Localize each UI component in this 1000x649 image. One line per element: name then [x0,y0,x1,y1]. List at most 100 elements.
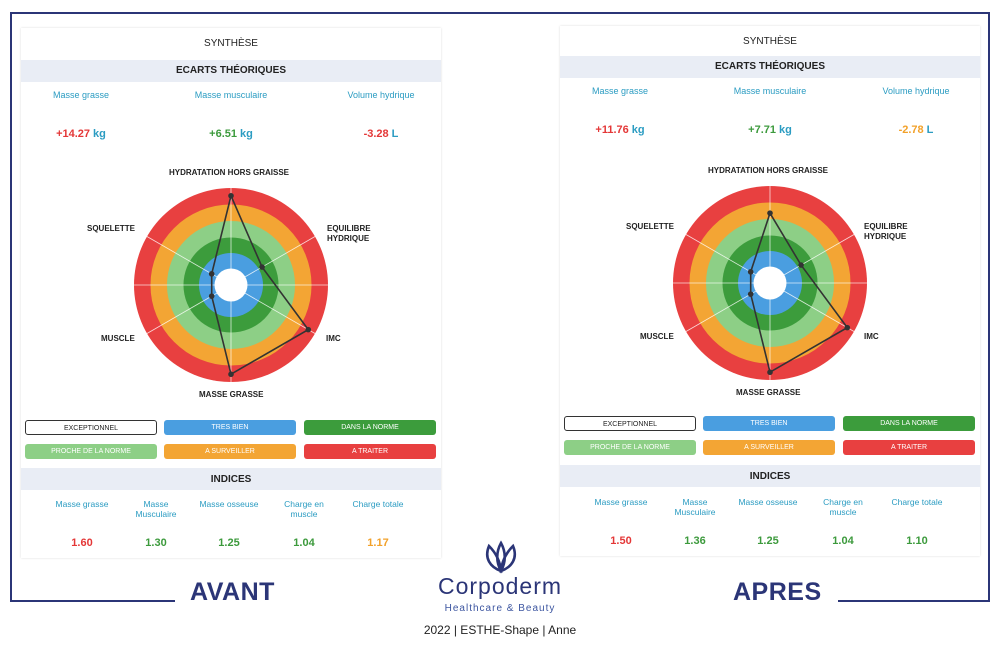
indice-charge-muscle: Charge en muscle 1.04 [807,497,879,547]
frame-bottom-left-line [10,600,175,602]
ecart-masse-musculaire: Masse musculaire +6.51 kg [161,90,301,140]
frame-top-line [10,12,990,14]
ecart-unit: L [926,124,934,136]
legend-tres-bien: TRES BIEN [703,416,835,431]
ecart-volume-hydrique: Volume hydrique -2.78 L [846,86,986,136]
synthese-title: SYNTHÈSE [743,36,797,47]
legend-proche-norme: PROCHE DE LA NORME [25,444,157,459]
axis-label-muscle: MUSCLE [101,334,135,343]
axis-label-hydratation: HYDRATATION HORS GRAISSE [169,168,290,177]
ecart-value: +14.27 kg [11,128,151,140]
radar-chart [673,186,867,380]
indice-masse-musculaire: Masse Musculaire 1.30 [120,499,192,549]
radar-point [228,192,234,199]
indice-charge-totale: Charge totale 1.10 [881,497,953,547]
ecarts-band: ECARTS THÉORIQUES [560,56,980,78]
indice-value: 1.30 [145,537,167,549]
ecart-unit: kg [93,128,106,140]
legend-a-traiter: A TRAITER [843,440,975,455]
ecart-number: +6.51 [209,128,237,140]
indices-band: INDICES [21,468,441,490]
ecart-label: Masse musculaire [733,86,807,96]
radar-axis-line [230,236,316,286]
indice-label: Masse [143,499,169,509]
axis-label-hydratation: HYDRATATION HORS GRAISSE [708,166,829,175]
ecart-unit: L [391,128,399,140]
radar-point [747,291,754,297]
ecarts-band: ECARTS THÉORIQUES [21,60,441,82]
indice-value: 1.25 [218,537,240,549]
legend-dans-la-norme: DANS LA NORME [304,420,436,435]
ecart-number: +7.71 [748,124,776,136]
radar-axis-line [230,284,316,334]
indice-masse-musculaire: Masse Musculaire 1.36 [659,497,731,547]
indice-label: Masse [682,497,708,507]
radar-axis-line [685,282,771,332]
ecart-volume-hydrique: Volume hydrique -3.28 L [311,90,451,140]
radar-point [208,293,215,299]
ecart-value: +6.51 kg [161,128,301,140]
ecart-number: -3.28 [363,128,389,140]
radar-axis-line [146,236,232,286]
legend-a-surveiller: A SURVEILLER [703,440,835,455]
ecart-label: Masse grasse [591,86,649,96]
ecart-label: Volume hydrique [882,86,950,96]
indice-masse-grasse: Masse grasse 1.60 [46,499,118,549]
radar-point [305,326,312,333]
ecarts-title: ECARTS THÉORIQUES [175,65,286,76]
radar-point [844,324,851,331]
ecarts-title: ECARTS THÉORIQUES [714,61,825,72]
axis-label-line: EQUILIBRE [864,222,908,231]
legend-dans-la-norme: DANS LA NORME [843,416,975,431]
radar-point [747,269,754,275]
indice-value: 1.25 [757,535,779,547]
ecart-value: +11.76 kg [550,124,690,136]
ecart-masse-grasse: Masse grasse +14.27 kg [11,90,151,140]
indices-title: INDICES [749,471,791,482]
radar-point [208,271,215,277]
radar-axis-line [146,284,232,334]
indice-masse-osseuse: Masse osseuse 1.25 [732,497,804,547]
indices-band: INDICES [560,465,980,487]
report-panel-apres: SYNTHÈSE ECARTS THÉORIQUES Masse grasse … [560,26,980,556]
indice-label: Masse grasse [55,499,109,509]
ecart-masse-musculaire: Masse musculaire +7.71 kg [700,86,840,136]
axis-label-masse-grasse: MASSE GRASSE [736,388,801,397]
frame-left-line [10,12,12,602]
axis-label-masse-grasse: MASSE GRASSE [199,390,264,399]
radar-point [767,210,773,216]
ecart-label: Volume hydrique [347,90,415,100]
radar-chart [134,188,328,382]
indice-value: 1.04 [832,535,854,547]
indice-value: 1.50 [610,535,632,547]
indice-charge-muscle: Charge en muscle 1.04 [268,499,340,549]
axis-label-squelette: SQUELETTE [87,224,136,233]
radar-point [767,369,773,376]
indices-title: INDICES [210,474,252,485]
label-avant: AVANT [190,578,275,606]
indice-label: muscle [829,507,857,517]
indice-value: 1.60 [71,537,93,549]
synthese-title: SYNTHÈSE [204,38,258,49]
frame-right-line [988,12,990,602]
label-apres: APRES [733,578,822,606]
radar-point [798,262,804,268]
radar-axis-line [685,234,771,284]
indice-value: 1.17 [367,537,389,549]
ecart-label: Masse grasse [52,90,110,100]
legend-a-traiter: A TRAITER [304,444,436,459]
indice-value: 1.04 [293,537,315,549]
radar-axis-line [769,282,855,332]
indice-label: Musculaire [135,509,177,519]
indice-label: muscle [290,509,318,519]
ecart-unit: kg [779,124,792,136]
footer-caption: 2022 | ESTHE-Shape | Anne [423,623,577,637]
axis-label-imc: IMC [864,332,879,341]
legend-tres-bien: TRES BIEN [164,420,296,435]
indice-label: Musculaire [674,507,716,517]
indice-masse-grasse: Masse grasse 1.50 [585,497,657,547]
ecart-value: -2.78 L [846,124,986,136]
ecart-number: -2.78 [898,124,924,136]
ecart-label: Masse musculaire [194,90,268,100]
radar-axis-line [769,234,855,284]
